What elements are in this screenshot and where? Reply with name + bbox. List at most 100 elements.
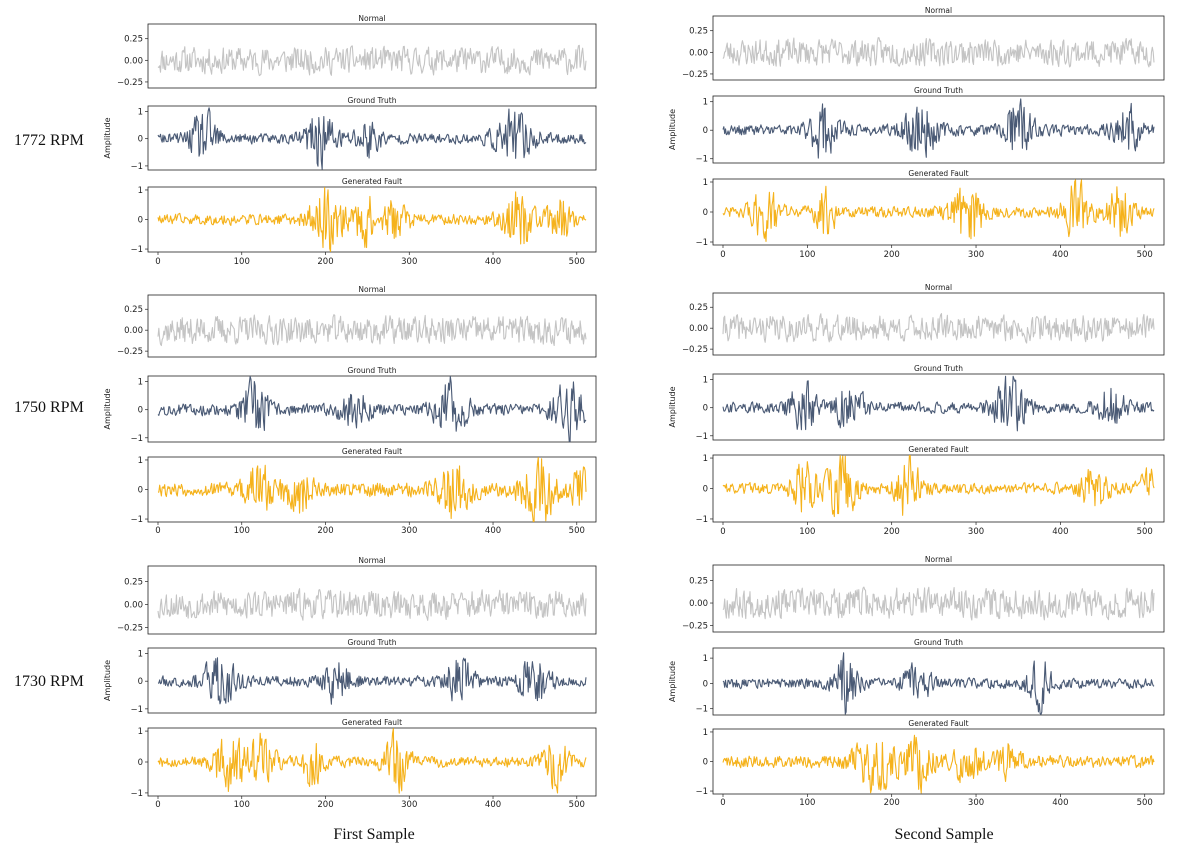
panel-frame [712,454,1165,523]
chart-block-1: Normal −0.25 0.00 0.25 Ground Truth −1 0 1 Ampli… [668,6,1165,260]
y-axis-label: Amplitude [103,388,112,429]
y-tick-label: 1 [138,456,143,466]
panel-frame [712,564,1165,633]
column-label-first-sample: First Sample [333,826,415,843]
panel-frame [712,373,1165,441]
x-tick-label: 400 [1052,798,1068,808]
x-tick-label: 300 [968,527,984,537]
column-label-second-sample: Second Sample [894,826,994,843]
series-line-generated_fault [722,179,1155,242]
y-tick-label: 0.25 [124,578,143,588]
y-tick-label: −1 [695,515,708,525]
series-line-ground_truth [157,376,587,442]
y-tick-label: 0 [703,208,708,218]
x-tick-label: 200 [317,526,333,536]
y-tick-label: 0 [138,677,143,687]
y-tick-label: 0.00 [124,601,143,611]
y-tick-label: 1 [703,376,708,386]
y-tick-label: −0.25 [117,78,143,88]
y-tick-label: 0 [703,758,708,768]
y-tick-label: 0 [138,135,143,145]
panel-frame [147,565,597,635]
y-tick-label: −1 [695,787,708,797]
panel-title: Generated Fault [342,718,402,727]
y-tick-label: 0 [138,216,143,226]
panel-frame [147,375,597,443]
y-tick-label: 1 [138,650,143,660]
panel-title: Ground Truth [914,86,963,95]
panel-title: Generated Fault [908,719,968,728]
chart-block-0: Normal −0.25 0.00 0.25 Ground Truth −1 0 1 Ampli… [103,14,597,267]
y-tick-label: 0 [703,485,708,495]
x-tick-label: 500 [1137,527,1153,537]
series-line-generated_fault [157,457,587,522]
x-tick-label: 100 [234,526,250,536]
panel-title: Generated Fault [342,447,402,456]
y-tick-label: −1 [130,705,143,715]
y-tick-label: 0 [703,126,708,136]
panel-title: Ground Truth [348,366,397,375]
y-axis-label: Amplitude [103,660,112,701]
panel-title: Generated Fault [342,177,402,186]
x-tick-label: 0 [155,526,160,536]
y-tick-label: 0.00 [689,48,708,58]
y-tick-label: 1 [703,654,708,664]
y-tick-label: 0.25 [124,35,143,45]
y-tick-label: 0.25 [689,576,708,586]
panel-frame [147,294,597,358]
y-tick-label: 0.25 [689,303,708,313]
y-tick-label: 0.25 [124,305,143,315]
series-line-generated_fault [157,187,587,252]
x-tick-label: 400 [485,257,501,267]
panel-title: Normal [925,283,952,292]
y-tick-label: 1 [703,178,708,188]
panel-title: Normal [358,14,385,23]
x-tick-label: 500 [569,526,585,536]
y-axis-label: Amplitude [668,109,677,150]
y-tick-label: −0.25 [117,624,143,634]
y-tick-label: −1 [695,432,708,442]
y-tick-label: 1 [138,378,143,388]
x-tick-label: 100 [234,257,250,267]
x-tick-label: 0 [155,257,160,267]
x-tick-label: 0 [720,527,725,537]
x-tick-label: 300 [401,800,417,810]
x-tick-label: 500 [1137,798,1153,808]
y-axis-label: Amplitude [103,117,112,158]
y-tick-label: 0.25 [689,27,708,37]
series-line-normal [722,586,1155,621]
row-label-1772: 1772 RPM [14,132,84,149]
x-tick-label: 0 [720,250,725,260]
panel-title: Generated Fault [908,445,968,454]
series-line-generated_fault [157,728,587,794]
y-tick-label: −1 [695,705,708,715]
y-tick-label: 0 [138,758,143,768]
x-tick-label: 200 [884,798,900,808]
panel-frame [712,95,1165,164]
y-tick-label: −1 [130,434,143,444]
panel-frame [712,15,1165,81]
x-tick-label: 0 [720,798,725,808]
series-line-normal [157,588,587,621]
panel-frame [712,292,1165,356]
y-tick-label: 0 [703,679,708,689]
y-tick-label: −1 [130,515,143,525]
chart-block-3: Normal −0.25 0.00 0.25 Ground Truth −1 0 1 Ampli… [668,283,1165,537]
series-line-generated_fault [722,455,1155,518]
x-tick-label: 200 [884,250,900,260]
panel-title: Normal [358,556,385,565]
y-tick-label: −0.25 [682,345,708,355]
y-tick-label: −1 [695,238,708,248]
y-axis-label: Amplitude [668,661,677,702]
y-tick-label: 1 [138,107,143,117]
series-line-ground_truth [157,657,587,705]
panel-frame [147,647,597,714]
y-tick-label: −0.25 [117,347,143,357]
y-tick-label: 0 [138,486,143,496]
series-line-normal [157,314,587,347]
x-tick-label: 300 [968,250,984,260]
y-tick-label: 0 [138,406,143,416]
chart-block-2: Normal −0.25 0.00 0.25 Ground Truth −1 0 1 Ampli… [103,285,597,536]
panel-title: Ground Truth [914,638,963,647]
